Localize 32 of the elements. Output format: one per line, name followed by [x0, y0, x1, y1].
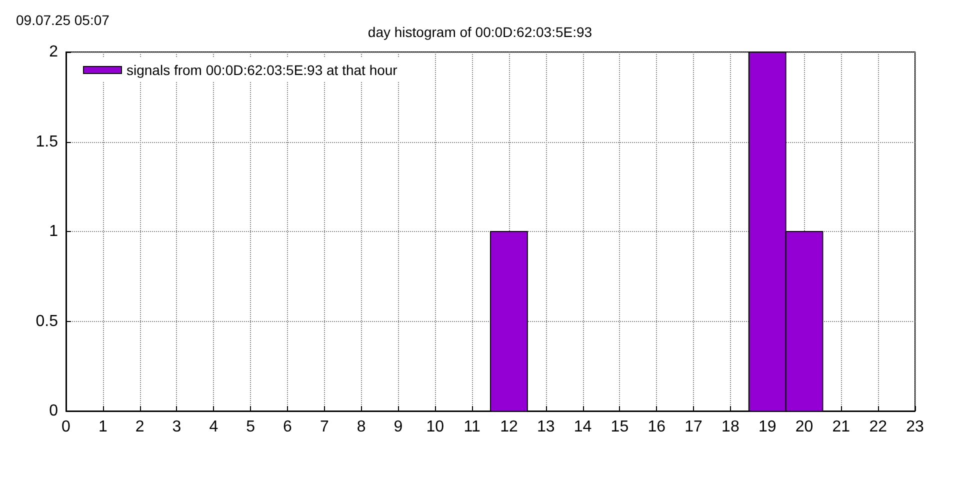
x-tick-label: 6 — [283, 418, 292, 436]
x-tick-label: 23 — [906, 418, 924, 436]
x-tick-label: 3 — [172, 418, 182, 436]
x-tick-label: 11 — [464, 418, 480, 436]
x-tick-label: 20 — [795, 418, 814, 436]
x-tick-label: 22 — [869, 418, 888, 436]
x-tick-label: 7 — [320, 418, 329, 436]
x-tick-label: 8 — [356, 418, 366, 436]
x-tick-label: 4 — [209, 418, 218, 436]
x-tick-label: 19 — [758, 418, 776, 436]
y-tick-label: 1 — [49, 223, 58, 240]
x-tick-label: 14 — [574, 418, 592, 436]
y-tick-label: 1.5 — [36, 133, 58, 150]
x-tick-label: 1 — [98, 418, 108, 436]
y-tick-label: 0.5 — [36, 312, 58, 330]
x-tick-label: 10 — [426, 418, 444, 436]
x-tick-label: 2 — [135, 418, 144, 436]
x-tick-label: 12 — [500, 418, 518, 436]
x-tick-label: 21 — [832, 418, 850, 436]
x-tick-label: 9 — [394, 418, 403, 436]
y-tick-label: 2 — [49, 44, 58, 60]
x-tick-label: 18 — [722, 418, 740, 436]
x-tick-label: 5 — [246, 418, 256, 436]
x-tick-label: 13 — [536, 418, 555, 436]
chart-title: day histogram of 00:0D:62:03:5E:93 — [368, 24, 592, 40]
x-tick-label: 17 — [684, 418, 703, 436]
x-tick-label: 0 — [62, 418, 71, 436]
text: 09.07.25 05:07 — [16, 12, 110, 28]
x-tick-label: 16 — [648, 418, 666, 436]
legend-label: signals from 00:0D:62:03:5E:93 at that hour — [126, 62, 398, 78]
x-tick-label: 15 — [610, 418, 629, 436]
y-tick-label: 0 — [49, 402, 58, 420]
